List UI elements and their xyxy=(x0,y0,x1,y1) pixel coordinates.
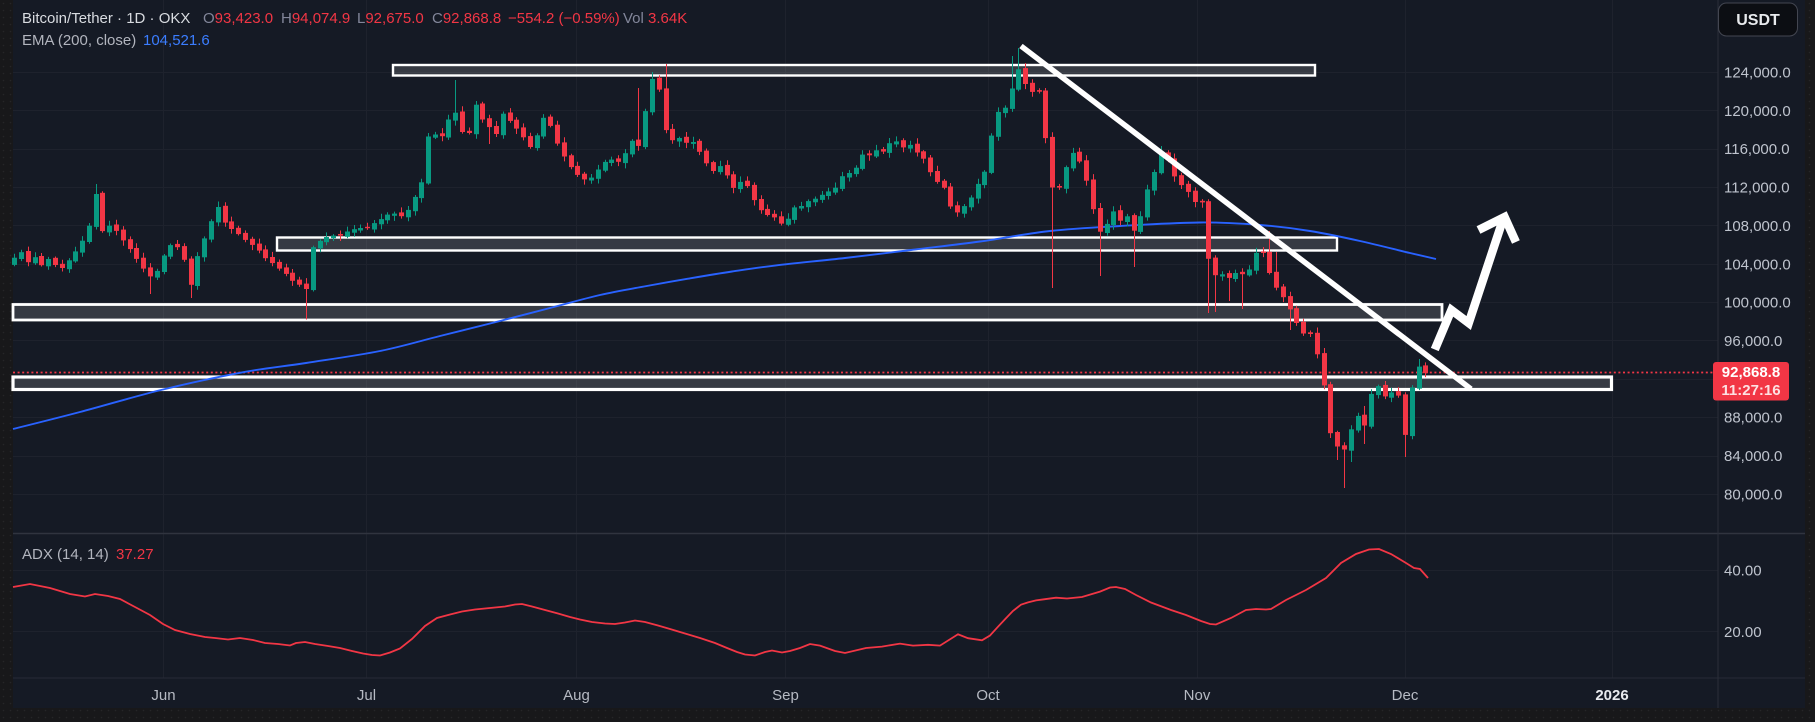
svg-text:Nov: Nov xyxy=(1184,687,1211,704)
svg-text:40.00: 40.00 xyxy=(1724,562,1762,579)
svg-text:Jun: Jun xyxy=(151,687,175,704)
svg-text:ADX (14, 14)37.27: ADX (14, 14) 37.27 xyxy=(22,546,154,563)
svg-text:11:27:16: 11:27:16 xyxy=(1721,382,1780,399)
svg-text:112,000.0: 112,000.0 xyxy=(1724,180,1790,197)
svg-text:EMA (200, close)104,521.6: EMA (200, close) 104,521.6 xyxy=(22,32,210,49)
svg-text:2026: 2026 xyxy=(1595,687,1628,704)
svg-text:96,000.0: 96,000.0 xyxy=(1724,333,1782,350)
svg-text:Aug: Aug xyxy=(563,687,590,704)
svg-text:Bitcoin/Tether · 1D · OKX: Bitcoin/Tether · 1D · OKX xyxy=(22,10,190,27)
svg-text:116,000.0: 116,000.0 xyxy=(1724,141,1790,158)
svg-text:120,000.0: 120,000.0 xyxy=(1724,103,1791,120)
svg-text:Dec: Dec xyxy=(1392,687,1419,704)
svg-text:84,000.0: 84,000.0 xyxy=(1724,448,1782,465)
svg-text:Sep: Sep xyxy=(772,687,799,704)
svg-text:92,868.8: 92,868.8 xyxy=(1722,364,1780,381)
svg-text:108,000.0: 108,000.0 xyxy=(1724,218,1791,235)
svg-text:80,000.0: 80,000.0 xyxy=(1724,486,1782,503)
svg-text:100,000.0: 100,000.0 xyxy=(1724,295,1791,312)
svg-text:Oct: Oct xyxy=(976,687,1000,704)
svg-text:20.00: 20.00 xyxy=(1724,624,1762,641)
svg-text:104,000.0: 104,000.0 xyxy=(1724,256,1791,273)
svg-text:124,000.0: 124,000.0 xyxy=(1724,65,1791,82)
svg-text:88,000.0: 88,000.0 xyxy=(1724,410,1782,427)
svg-text:Jul: Jul xyxy=(357,687,376,704)
svg-text:USDT: USDT xyxy=(1736,12,1780,29)
